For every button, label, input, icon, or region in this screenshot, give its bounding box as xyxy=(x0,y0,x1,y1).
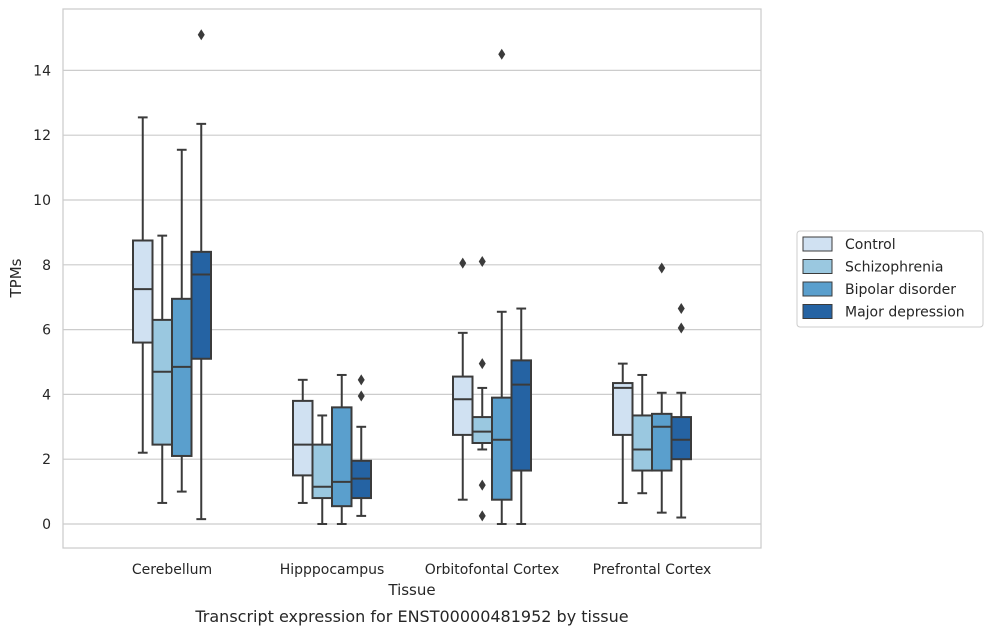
legend-label: Control xyxy=(845,237,896,253)
box xyxy=(612,382,634,436)
box xyxy=(491,396,513,501)
box xyxy=(651,412,673,472)
chart-caption: Transcript expression for ENST0000048195… xyxy=(194,607,628,626)
legend-label: Major depression xyxy=(845,305,965,321)
outlier-point xyxy=(677,322,685,334)
legend-swatch xyxy=(802,281,833,297)
outlier-point xyxy=(357,390,365,402)
box xyxy=(631,414,653,472)
x-tick-label: Prefrontal Cortex xyxy=(593,562,712,578)
x-tick-label: Orbitofontal Cortex xyxy=(425,562,560,578)
legend-swatch xyxy=(802,304,833,319)
y-tick-label: 4 xyxy=(42,387,51,403)
outlier-point xyxy=(459,257,467,269)
y-axis-title: TPMs xyxy=(7,258,25,298)
box xyxy=(132,239,154,344)
x-axis-ticks: Cerebellum Hipppocampus Orbitofontal Corte… xyxy=(132,562,711,578)
outlier-point xyxy=(677,303,685,315)
box xyxy=(510,359,532,472)
outlier-point xyxy=(197,29,205,41)
box xyxy=(190,250,212,360)
outlier-point xyxy=(478,479,486,491)
box xyxy=(331,406,353,508)
box xyxy=(670,416,692,461)
y-axis-ticks: 0 2 4 6 8 10 12 14 xyxy=(33,63,51,533)
legend-frame xyxy=(796,230,984,328)
y-tick-label: 12 xyxy=(33,128,51,144)
y-tick-label: 6 xyxy=(42,323,51,339)
outlier-point xyxy=(498,48,506,60)
legend: Control Schizophrenia Bipolar disorder Majo… xyxy=(796,230,984,328)
box xyxy=(151,318,173,446)
legend-label: Bipolar disorder xyxy=(845,282,956,298)
x-axis-title: Tissue xyxy=(387,581,435,599)
outlier-point xyxy=(478,510,486,522)
outlier-point xyxy=(478,256,486,268)
outlier-point xyxy=(658,262,666,274)
y-tick-label: 8 xyxy=(42,258,51,274)
x-tick-label: Hipppocampus xyxy=(280,562,385,578)
box xyxy=(292,399,314,477)
legend-swatch xyxy=(802,259,833,274)
box xyxy=(171,297,193,457)
outlier-point xyxy=(478,358,486,370)
box xyxy=(452,375,474,436)
box xyxy=(311,443,333,500)
legend-swatch xyxy=(802,236,833,252)
y-tick-label: 14 xyxy=(33,63,51,79)
y-tick-label: 10 xyxy=(33,193,51,209)
y-tick-label: 0 xyxy=(42,517,51,533)
y-tick-label: 2 xyxy=(42,452,51,468)
box xyxy=(471,416,493,444)
x-tick-label: Cerebellum xyxy=(132,562,212,578)
legend-label: Schizophrenia xyxy=(845,260,943,276)
outlier-point xyxy=(357,374,365,386)
box-series xyxy=(132,29,692,525)
